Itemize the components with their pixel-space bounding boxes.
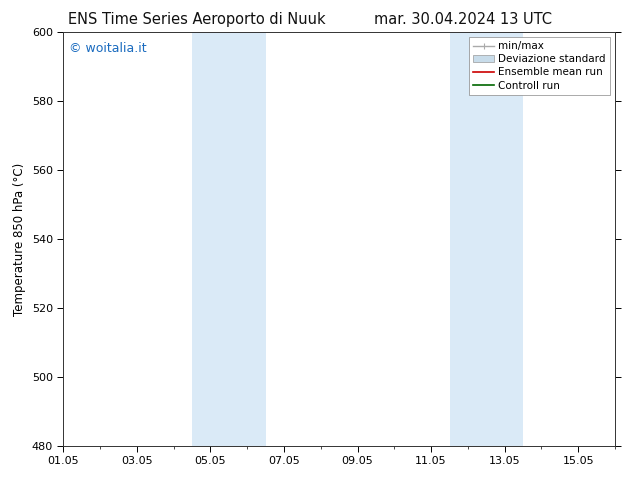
Text: ENS Time Series Aeroporto di Nuuk: ENS Time Series Aeroporto di Nuuk [68,12,325,27]
Text: © woitalia.it: © woitalia.it [69,42,146,55]
Bar [450,32,523,446]
Legend: min/max, Deviazione standard, Ensemble mean run, Controll run: min/max, Deviazione standard, Ensemble m… [469,37,610,95]
Bar [192,32,266,446]
Text: mar. 30.04.2024 13 UTC: mar. 30.04.2024 13 UTC [374,12,552,27]
Y-axis label: Temperature 850 hPa (°C): Temperature 850 hPa (°C) [13,162,26,316]
